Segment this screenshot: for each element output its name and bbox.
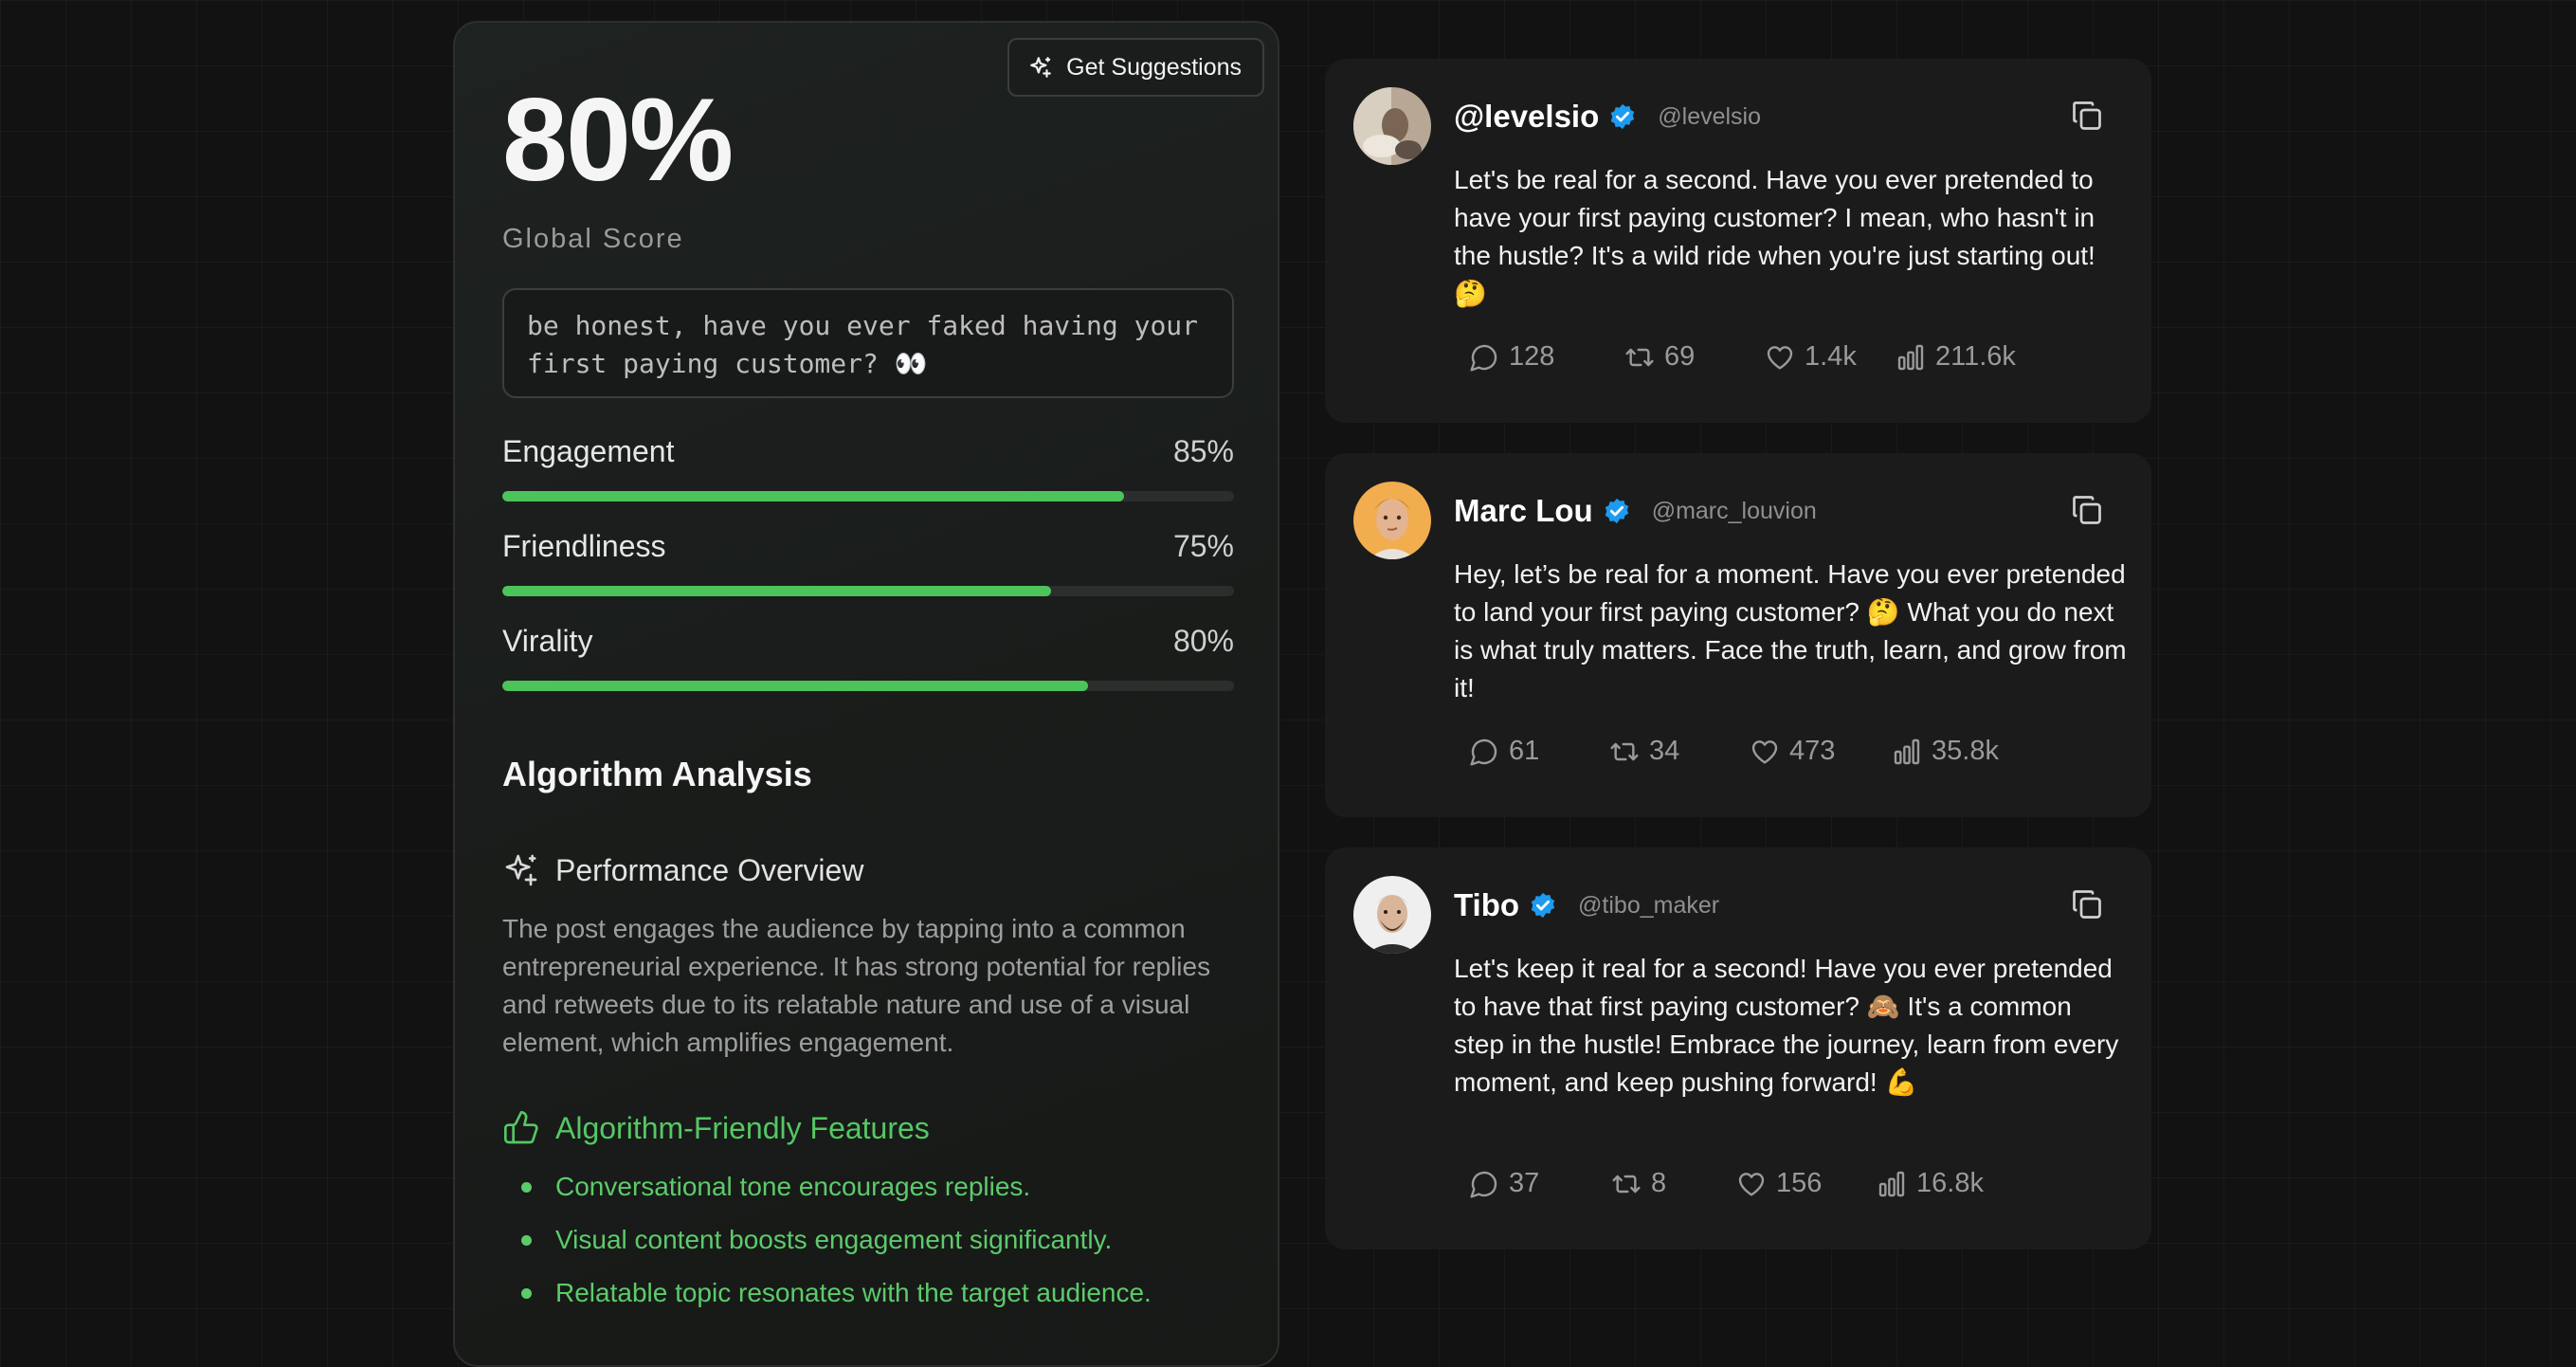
verified-badge-icon — [1531, 892, 1555, 919]
avatar — [1353, 87, 1431, 165]
metric-engagement: Engagement 85% — [502, 432, 1234, 501]
tweet-stats: 128 69 1.4k 211.6k — [1469, 341, 2016, 373]
views-button[interactable]: 16.8k — [1877, 1168, 1984, 1199]
tweet-card: Marc Lou @marc_louvion Hey, let’s be rea… — [1325, 453, 2151, 817]
heart-icon — [1751, 739, 1778, 764]
performance-overview-title: Performance Overview — [555, 852, 864, 887]
algorithm-features-heading: Algorithm-Friendly Features — [502, 1109, 930, 1147]
metric-friendliness: Friendliness 75% — [502, 527, 1234, 596]
retweet-button[interactable]: 8 — [1611, 1168, 1736, 1199]
like-count: 1.4k — [1805, 341, 1857, 372]
metric-progress-fill — [502, 491, 1125, 501]
tweet-card: Tibo @tibo_maker Let's keep it real for … — [1325, 848, 2151, 1249]
tweet-text: Let's keep it real for a second! Have yo… — [1454, 954, 2119, 1097]
list-item: Relatable topic resonates with the targe… — [502, 1274, 1152, 1312]
tweet-author: Marc Lou @marc_louvion — [1454, 493, 1817, 529]
post-text-box[interactable]: be honest, have you ever faked having yo… — [502, 288, 1234, 398]
avatar — [1353, 482, 1431, 559]
metric-progress-bar — [502, 491, 1234, 501]
performance-overview-text: The post engages the audience by tapping… — [502, 914, 1211, 1057]
heart-icon — [1767, 345, 1793, 370]
tweet-card: @levelsio @levelsio Let's be real for a … — [1325, 59, 2151, 423]
bar-chart-icon — [1897, 344, 1924, 370]
metric-label: Engagement — [502, 434, 675, 468]
retweet-icon — [1612, 1175, 1641, 1193]
retweet-button[interactable]: 34 — [1609, 736, 1750, 767]
tweet-author-name[interactable]: @levelsio — [1454, 99, 1600, 134]
metric-progress-fill — [502, 586, 1051, 596]
reply-icon — [1470, 1171, 1497, 1198]
metric-value: 75% — [1172, 529, 1234, 563]
tweet-text: Let's be real for a second. Have you eve… — [1454, 165, 2095, 308]
list-item: Conversational tone encourages replies. — [502, 1168, 1152, 1206]
view-count: 211.6k — [1935, 341, 2016, 372]
copy-icon[interactable] — [2070, 493, 2104, 527]
get-suggestions-label: Get Suggestions — [1066, 53, 1242, 81]
algorithm-features-list: Conversational tone encourages replies. … — [502, 1168, 1152, 1327]
metric-label: Friendliness — [502, 529, 666, 563]
heart-icon — [1738, 1172, 1765, 1196]
reply-count: 128 — [1509, 341, 1555, 372]
like-count: 156 — [1776, 1168, 1823, 1198]
tweet-author-name[interactable]: Marc Lou — [1454, 493, 1593, 528]
algorithm-analysis-title: Algorithm Analysis — [502, 755, 812, 793]
thumbs-up-icon — [504, 1110, 538, 1144]
score-panel: Get Suggestions 80% Global Score be hone… — [453, 21, 1279, 1367]
bar-chart-icon — [1894, 738, 1920, 764]
reply-button[interactable]: 128 — [1469, 341, 1624, 373]
tweet-stats: 37 8 156 16.8k — [1469, 1168, 1984, 1199]
avatar — [1353, 876, 1431, 954]
metric-virality: Virality 80% — [502, 622, 1234, 691]
metric-progress-bar — [502, 586, 1234, 596]
reply-count: 61 — [1509, 736, 1540, 766]
tweet-author-name[interactable]: Tibo — [1454, 887, 1520, 922]
reply-icon — [1470, 738, 1497, 766]
retweet-icon — [1610, 742, 1639, 760]
tweet-author-handle[interactable]: @marc_louvion — [1651, 497, 1817, 524]
retweet-count: 8 — [1651, 1168, 1667, 1198]
tweet-author-handle[interactable]: @tibo_maker — [1578, 891, 1720, 919]
views-button[interactable]: 35.8k — [1892, 736, 1999, 767]
copy-icon[interactable] — [2070, 99, 2104, 133]
get-suggestions-button[interactable]: Get Suggestions — [1007, 38, 1264, 97]
retweet-icon — [1625, 348, 1654, 366]
global-score-value: 80% — [502, 75, 734, 206]
verified-badge-icon — [1605, 498, 1628, 524]
tweet-stats: 61 34 473 35.8k — [1469, 736, 1999, 767]
performance-overview-heading: Performance Overview — [502, 851, 863, 889]
copy-icon[interactable] — [2070, 887, 2104, 921]
metric-value: 80% — [1172, 624, 1234, 658]
tweet-author-handle[interactable]: @levelsio — [1658, 102, 1762, 130]
tweet-text: Hey, let’s be real for a moment. Have yo… — [1454, 559, 2127, 702]
metric-label: Virality — [502, 624, 593, 658]
retweet-count: 69 — [1664, 341, 1696, 372]
like-button[interactable]: 1.4k — [1765, 341, 1896, 373]
reply-button[interactable]: 61 — [1469, 736, 1609, 767]
retweet-button[interactable]: 69 — [1624, 341, 1765, 373]
like-button[interactable]: 473 — [1750, 736, 1892, 767]
view-count: 16.8k — [1916, 1168, 1984, 1198]
bar-chart-icon — [1878, 1171, 1905, 1196]
like-count: 473 — [1789, 736, 1836, 766]
reply-icon — [1470, 344, 1497, 372]
verified-badge-icon — [1611, 103, 1635, 130]
metric-progress-bar — [502, 681, 1234, 691]
algorithm-features-title: Algorithm-Friendly Features — [555, 1110, 930, 1145]
reply-count: 37 — [1509, 1168, 1540, 1198]
like-button[interactable]: 156 — [1736, 1168, 1877, 1199]
view-count: 35.8k — [1932, 736, 1999, 766]
tweet-author: Tibo @tibo_maker — [1454, 887, 1719, 923]
metric-progress-fill — [502, 681, 1088, 691]
retweet-count: 34 — [1649, 736, 1680, 766]
tweet-author: @levelsio @levelsio — [1454, 99, 1761, 135]
sparkles-icon — [505, 854, 537, 886]
global-score-label: Global Score — [502, 224, 684, 254]
sparkles-icon — [1030, 57, 1051, 78]
views-button[interactable]: 211.6k — [1896, 341, 2016, 373]
reply-button[interactable]: 37 — [1469, 1168, 1611, 1199]
list-item: Visual content boosts engagement signifi… — [502, 1221, 1152, 1259]
metric-value: 85% — [1172, 434, 1234, 468]
